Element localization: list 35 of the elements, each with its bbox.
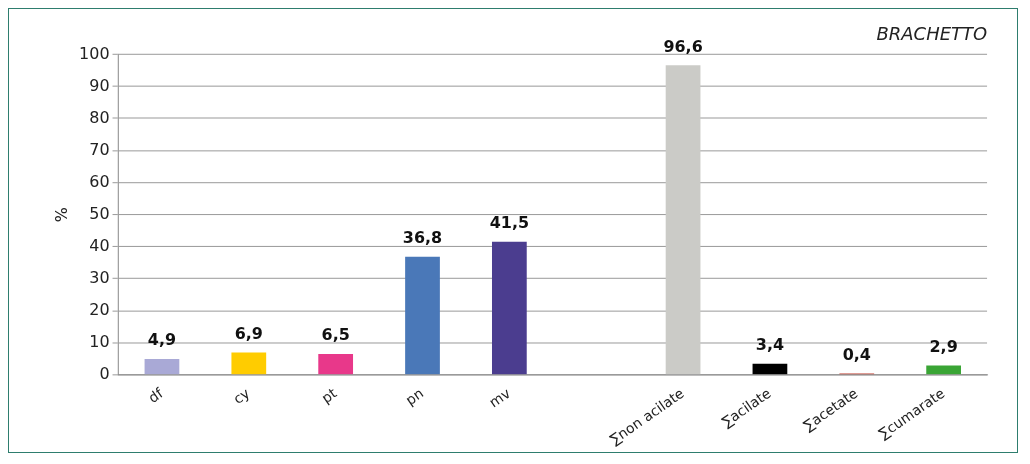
y-tick-label: 10	[89, 331, 110, 351]
data-label: 96,6	[663, 36, 703, 56]
bar	[144, 359, 180, 375]
bar	[491, 241, 527, 375]
data-label: 2,9	[929, 336, 958, 356]
data-label: 6,9	[234, 323, 263, 343]
y-tick-label: 90	[89, 75, 110, 95]
y-tick-label: 80	[89, 107, 110, 127]
bar	[405, 256, 440, 375]
y-tick-label: 100	[79, 43, 110, 63]
y-tick-label: 40	[89, 235, 110, 255]
data-label: 6,5	[321, 325, 350, 345]
bar	[926, 365, 961, 375]
data-label: 0,4	[842, 344, 871, 364]
data-label: 3,4	[755, 335, 785, 355]
y-tick-label: 50	[89, 203, 110, 223]
x-tick-label: mv	[486, 384, 514, 411]
y-tick-label: 60	[89, 171, 110, 191]
x-tick-label: df	[145, 384, 167, 406]
bar	[231, 352, 267, 375]
x-tick-label: cy	[230, 384, 253, 408]
data-label: 4,9	[147, 330, 177, 350]
y-tick-label: 20	[89, 299, 110, 319]
y-tick-label: 70	[89, 139, 110, 159]
data-label: 36,8	[402, 228, 443, 248]
bar	[665, 65, 701, 375]
chart-title: BRACHETTO	[876, 23, 988, 45]
y-tick-label: 0	[99, 363, 110, 383]
y-axis-title: %	[51, 206, 71, 223]
data-label: 41,5	[489, 213, 530, 232]
x-tick-label: pn	[402, 384, 427, 409]
y-tick-label: 30	[89, 267, 110, 287]
x-tick-label: pt	[318, 384, 340, 407]
bar	[318, 353, 354, 375]
bar	[752, 363, 788, 375]
